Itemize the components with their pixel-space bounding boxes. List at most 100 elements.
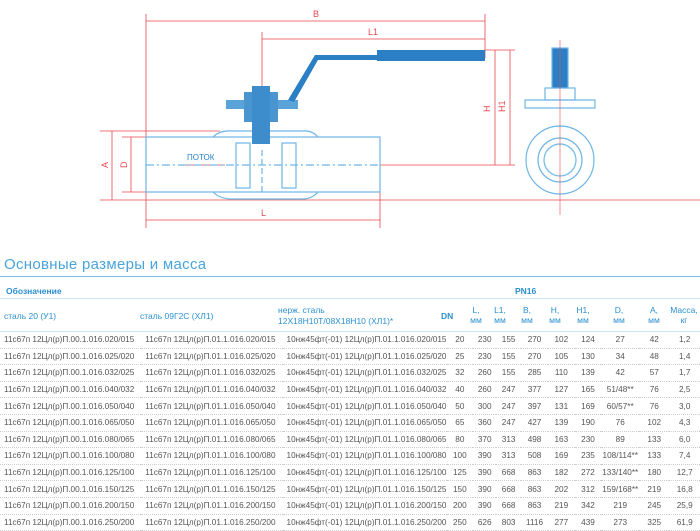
- table-cell: 863: [521, 464, 549, 482]
- header-divider: [0, 298, 700, 299]
- table-cell: 76: [601, 414, 640, 432]
- table-cell: 247: [496, 397, 522, 415]
- ball-valve-drawing: B L1 L H H1 A D ПОТОК: [100, 9, 700, 228]
- table-cell: 1,7: [669, 364, 700, 382]
- table-row: 11с67п 12Цл(р)П.00.1.016.050/040 11с67п 1…: [0, 397, 700, 415]
- title-divider: [0, 276, 700, 277]
- table-cell: 108/114**: [601, 447, 640, 465]
- col-unit: мм: [470, 315, 482, 325]
- table-cell: 10нж45фт(-01) 12Цл(р)П.01.1.016.250/200: [282, 514, 447, 531]
- col-stainless-2: 12Х18Н10Т/08Х18Н10 (ХЛ1)*: [278, 316, 394, 326]
- col-label: L1,: [494, 305, 506, 315]
- table-cell: 803: [496, 514, 522, 531]
- col-unit: мм: [613, 315, 625, 325]
- table-cell: 390: [473, 480, 497, 498]
- table-cell: 668: [496, 464, 522, 482]
- table-cell: 51/48**: [601, 381, 640, 399]
- table-row: 11с67п 12Цл(р)П.00.1.016.200/150 11с67п 1…: [0, 497, 700, 515]
- table-cell: 342: [574, 497, 602, 515]
- table-cell: 60/57**: [601, 397, 640, 415]
- table-row: 11с67п 12Цл(р)П.00.1.016.150/125 11с67п 1…: [0, 480, 700, 498]
- table-cell: 169: [574, 397, 602, 415]
- dimension-labels: B L1 L H H1 A D: [100, 9, 507, 218]
- table-cell: 1,2: [669, 332, 700, 349]
- table-cell: 133: [639, 431, 670, 449]
- col-label: L,: [472, 305, 480, 315]
- table-cell: 272: [574, 464, 602, 482]
- table-cell: 139: [574, 364, 602, 382]
- label-B: B: [313, 9, 319, 19]
- label-H: H: [482, 106, 492, 113]
- table-cell: 139: [548, 414, 575, 432]
- col-label: A,: [649, 305, 659, 315]
- table-row: 11с67п 12Цл(р)П.00.1.016.032/025 11с67п 1…: [0, 364, 700, 382]
- table-cell: 230: [473, 348, 497, 366]
- table-cell: 245: [639, 497, 670, 515]
- col-label: Масса,: [670, 305, 698, 315]
- table-cell: 11с67п 12Цл(р)П.00.1.016.125/100: [0, 464, 142, 482]
- table-cell: 200: [446, 497, 474, 515]
- table-row: 11с67п 12Цл(р)П.00.1.016.065/050 11с67п 1…: [0, 414, 700, 432]
- table-cell: 397: [521, 397, 549, 415]
- table-cell: 131: [548, 397, 575, 415]
- table-cell: 2,5: [669, 381, 700, 399]
- table-cell: 247: [496, 414, 522, 432]
- table-cell: 250: [446, 514, 474, 531]
- pn16-header: PN16: [515, 286, 537, 296]
- table-cell: 313: [496, 431, 522, 449]
- table-cell: 159/168**: [601, 480, 640, 498]
- table-cell: 155: [496, 348, 522, 366]
- table-cell: 11с67п 12Цл(р)П.00.1.016.200/150: [0, 497, 142, 515]
- table-cell: 360: [473, 414, 497, 432]
- table-cell: 102: [548, 332, 575, 349]
- table-cell: 10нж45фт(-01) 12Цл(р)П.01.1.016.125/100: [282, 464, 447, 482]
- col-l1: L1, мм: [488, 305, 512, 325]
- col-label: D,: [614, 305, 624, 315]
- table-cell: 10нж45фт(-01) 12Цл(р)П.01.1.016.150/125: [282, 480, 447, 498]
- table-cell: 65: [446, 414, 474, 432]
- table-cell: 180: [639, 464, 670, 482]
- label-L: L: [261, 208, 266, 218]
- table-row: 11с67п 12Цл(р)П.00.1.016.250/200 11с67п 1…: [0, 514, 700, 531]
- table-cell: 668: [496, 480, 522, 498]
- table-cell: 202: [548, 480, 575, 498]
- table-row: 11с67п 12Цл(р)П.00.1.016.025/020 11с67п 1…: [0, 348, 700, 366]
- table-cell: 150: [446, 480, 474, 498]
- table-cell: 125: [446, 464, 474, 482]
- table-cell: 270: [521, 332, 549, 349]
- table-cell: 6,0: [669, 431, 700, 449]
- valve-stem-and-handle: [226, 50, 485, 144]
- col-mass: Масса, кг: [668, 305, 700, 325]
- label-H1: H1: [497, 100, 507, 112]
- table-cell: 163: [548, 431, 575, 449]
- table-cell: 165: [574, 381, 602, 399]
- col-unit: мм: [521, 315, 533, 325]
- table-cell: 11с67п 12Цл(р)П.00.1.016.100/080: [0, 447, 142, 465]
- table-cell: 219: [601, 497, 640, 515]
- table-cell: 10нж45фт(-01) 12Цл(р)П.01.1.016.020/015: [282, 332, 447, 349]
- table-cell: 89: [601, 431, 640, 449]
- table-cell: 10нж45фт(-01) 12Цл(р)П.01.1.016.025/020: [282, 348, 447, 366]
- table-cell: 11с67п 12Цл(р)П.00.1.016.020/015: [0, 332, 142, 349]
- col-steel09: сталь 09Г2С (ХЛ1): [140, 311, 214, 321]
- table-row: 11с67п 12Цл(р)П.00.1.016.020/015 11с67п 1…: [0, 332, 700, 349]
- table-cell: 1116: [521, 514, 549, 531]
- table-cell: 25: [446, 348, 474, 366]
- table-cell: 508: [521, 447, 549, 465]
- table-cell: 190: [574, 414, 602, 432]
- label-D: D: [119, 161, 129, 168]
- section-title: Основные размеры и масса: [4, 256, 207, 273]
- table-cell: 498: [521, 431, 549, 449]
- table-cell: 277: [548, 514, 575, 531]
- col-label: H,: [550, 305, 560, 315]
- table-cell: 10нж45фт(-01) 12Цл(р)П.01.1.016.100/080: [282, 447, 447, 465]
- col-a: A, мм: [642, 305, 666, 325]
- table-cell: 42: [639, 332, 670, 349]
- col-unit: мм: [577, 315, 589, 325]
- table-cell: 390: [473, 447, 497, 465]
- table-cell: 11с67п 12Цл(р)П.01.1.016.032/025: [141, 364, 283, 382]
- col-unit: кг: [680, 315, 688, 325]
- table-cell: 11с67п 12Цл(р)П.01.1.016.040/032: [141, 381, 283, 399]
- table-cell: 300: [473, 397, 497, 415]
- label-A: A: [100, 162, 110, 168]
